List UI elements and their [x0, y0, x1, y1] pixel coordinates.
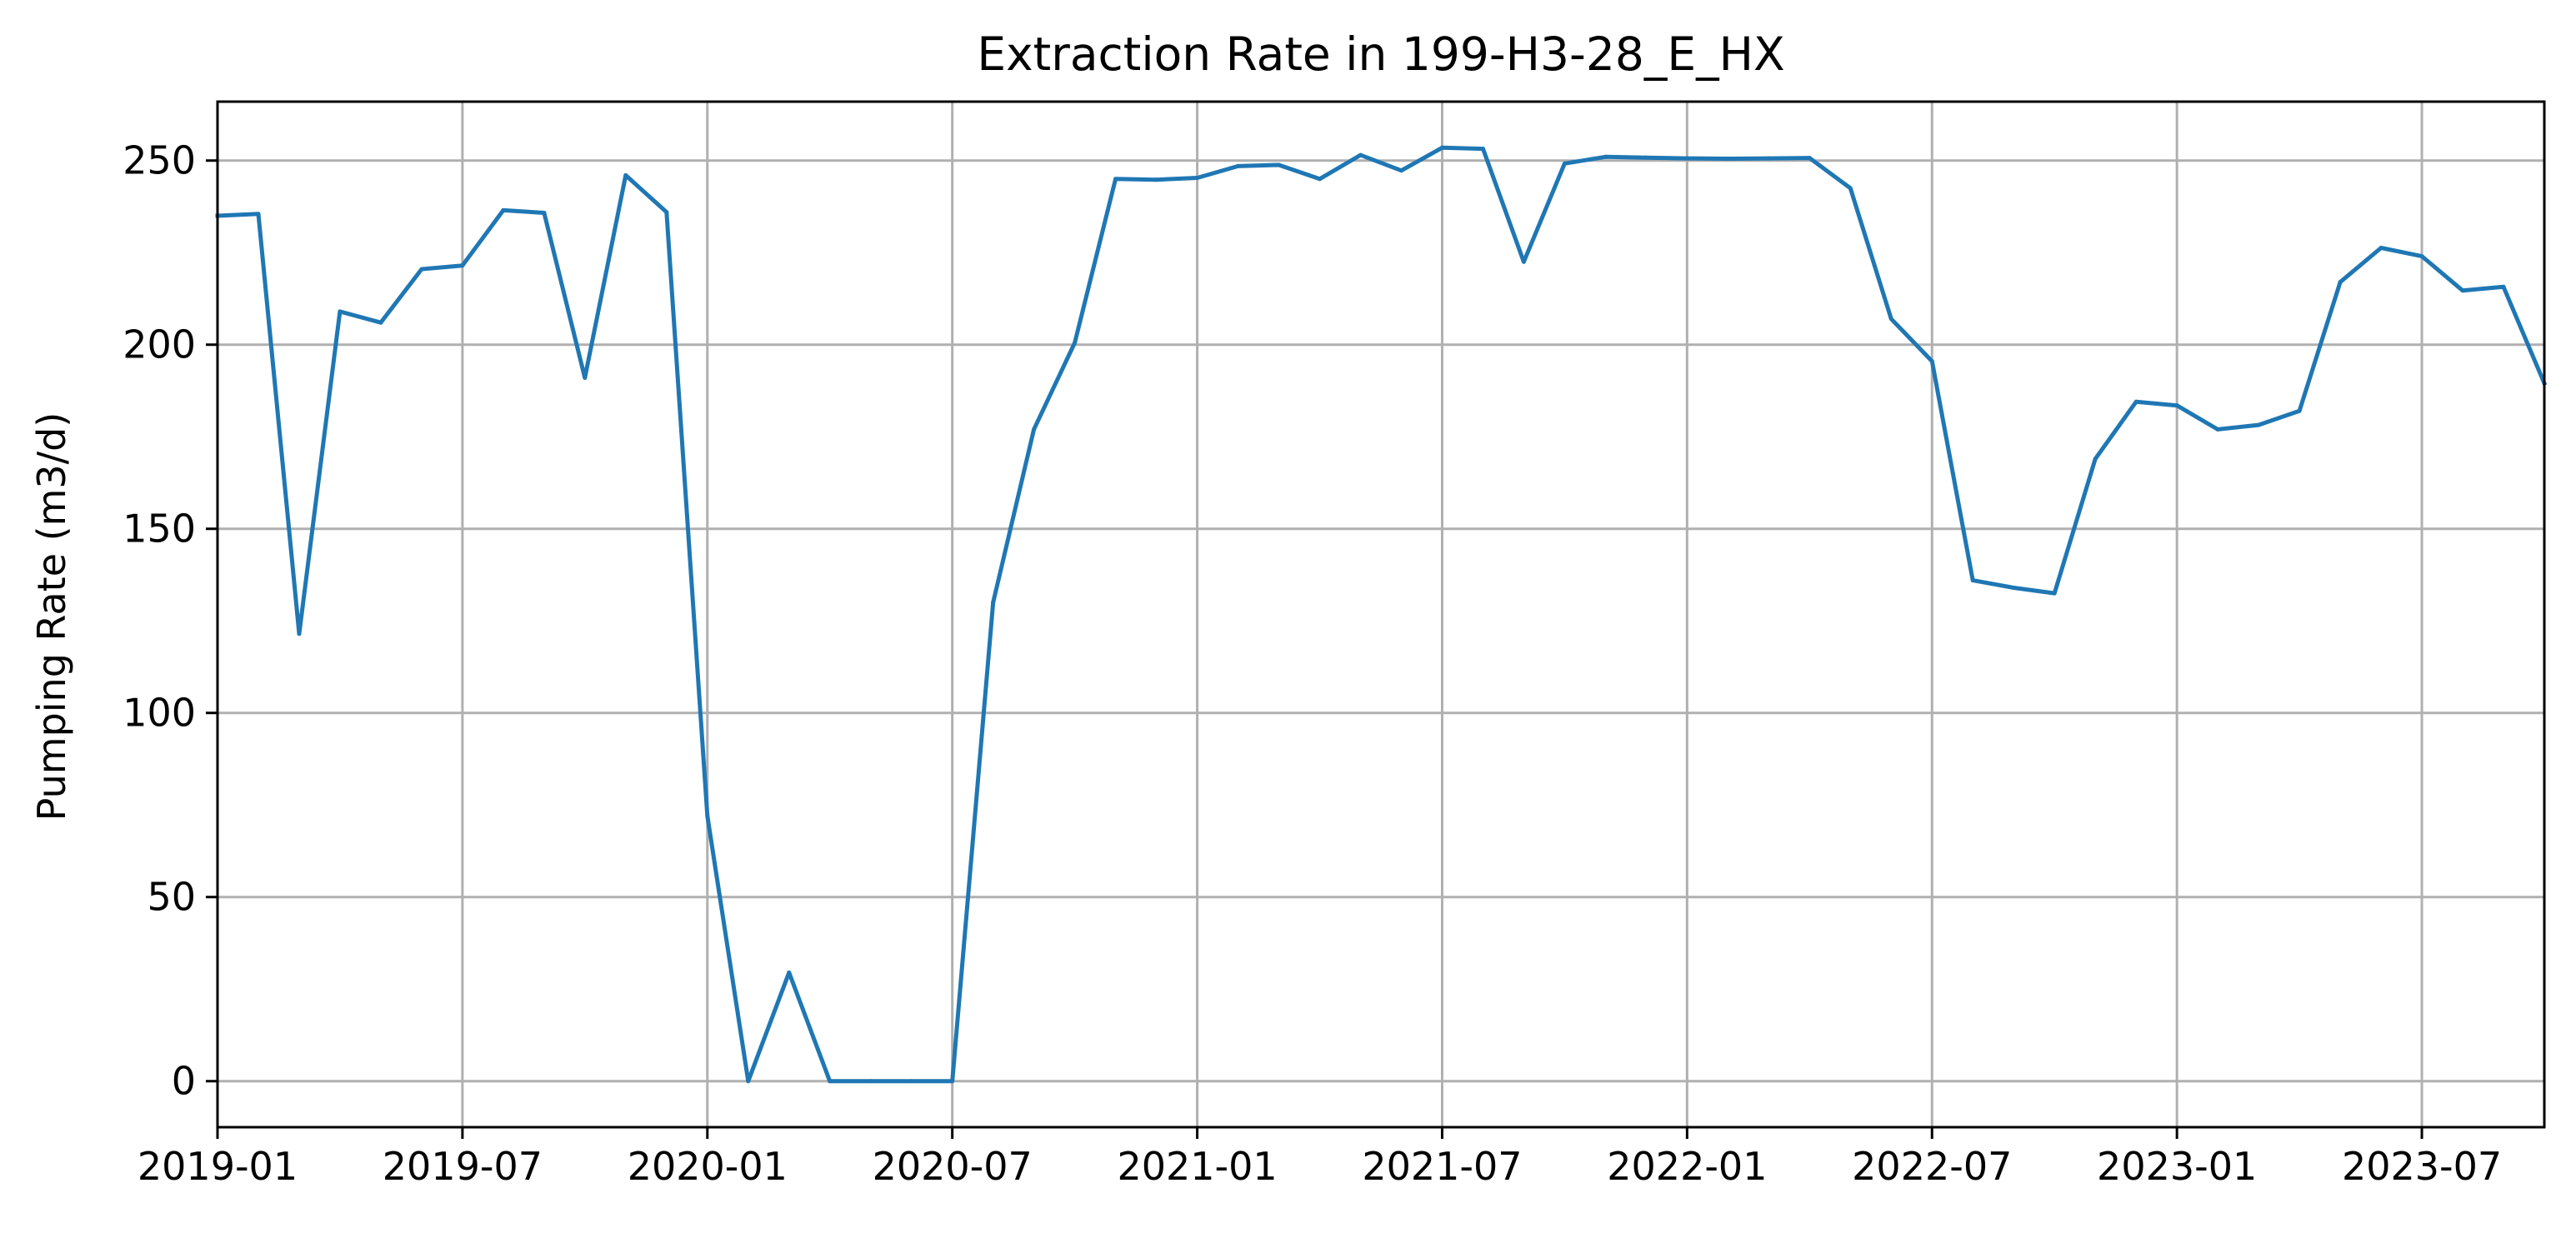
data-point [338, 309, 343, 314]
data-point [1480, 147, 1485, 152]
data-point [1807, 156, 1812, 161]
data-point [419, 267, 424, 272]
data-point [2215, 427, 2220, 432]
data-point [1643, 155, 1648, 160]
data-point [868, 1079, 873, 1084]
y-tick-label: 250 [123, 138, 196, 183]
x-tick-label: 2019-01 [138, 1144, 298, 1189]
data-point [1929, 359, 1934, 364]
series-layer [215, 145, 2548, 1084]
data-point [664, 210, 669, 215]
data-point [1766, 156, 1771, 161]
data-point [2419, 254, 2424, 259]
data-point [2133, 399, 2138, 404]
data-point [623, 172, 628, 177]
data-point [828, 1079, 833, 1084]
data-point [1439, 145, 1444, 150]
data-point [1154, 177, 1159, 182]
data-point [297, 631, 302, 636]
y-tick-label: 100 [123, 691, 196, 736]
data-point [746, 1079, 751, 1084]
plot-frame [216, 100, 2546, 1129]
data-point [1603, 154, 1608, 159]
data-point [2256, 422, 2261, 427]
data-point [1113, 177, 1118, 182]
y-tick-label: 150 [123, 507, 196, 552]
data-point [2501, 284, 2506, 289]
grid-lines [216, 102, 2544, 1127]
data-point [1684, 156, 1689, 161]
data-point [460, 263, 465, 268]
y-tick-label: 50 [147, 875, 196, 920]
y-tick-label: 0 [172, 1059, 196, 1104]
data-point [378, 320, 383, 325]
x-tick-label: 2019-07 [383, 1144, 543, 1189]
data-point [705, 814, 710, 819]
data-point [1032, 427, 1037, 432]
x-tick-label: 2020-07 [873, 1144, 1033, 1189]
x-tick-label: 2021-01 [1117, 1144, 1277, 1189]
data-point [2460, 288, 2465, 293]
data-point [1725, 157, 1730, 162]
data-point [1521, 259, 1526, 264]
x-tick-label: 2020-01 [628, 1144, 788, 1189]
data-point [1073, 341, 1078, 346]
data-point [950, 1079, 955, 1084]
data-point [501, 207, 506, 212]
data-point [1848, 186, 1853, 191]
x-tick-label: 2023-01 [2097, 1144, 2257, 1189]
data-point [542, 210, 547, 215]
data-point [2011, 585, 2016, 590]
data-point [2174, 403, 2179, 408]
data-point [787, 970, 792, 975]
axis-ticks: 2019-01 2019-07 2020-01 2020-07 2021-01 2021-… [123, 138, 2502, 1189]
data-point [1562, 161, 1567, 166]
x-tick-label: 2022-07 [1852, 1144, 2012, 1189]
data-point [256, 212, 261, 217]
data-point [1398, 168, 1403, 173]
x-tick-label: 2022-01 [1607, 1144, 1767, 1189]
data-point [2338, 280, 2343, 285]
x-tick-label: 2023-07 [2342, 1144, 2502, 1189]
data-point [1236, 163, 1241, 168]
data-point [1358, 152, 1363, 157]
series-line [215, 145, 2548, 1084]
data-point [991, 600, 996, 605]
data-point [1195, 175, 1200, 180]
data-point [1277, 162, 1282, 167]
data-point [2297, 408, 2302, 413]
data-point [2052, 591, 2057, 596]
data-point [1318, 177, 1323, 182]
data-point [909, 1079, 914, 1084]
x-tick-label: 2021-07 [1362, 1144, 1522, 1189]
data-point [2093, 457, 2098, 462]
chart-title: Extraction Rate in 199-H3-28_E_HX [977, 27, 1784, 81]
data-point [1888, 317, 1893, 322]
data-point [2378, 245, 2383, 250]
y-axis-label: Pumping Rate (m3/d) [29, 412, 74, 821]
data-point [1970, 578, 1975, 583]
data-point [583, 376, 588, 381]
y-tick-label: 200 [123, 322, 196, 367]
